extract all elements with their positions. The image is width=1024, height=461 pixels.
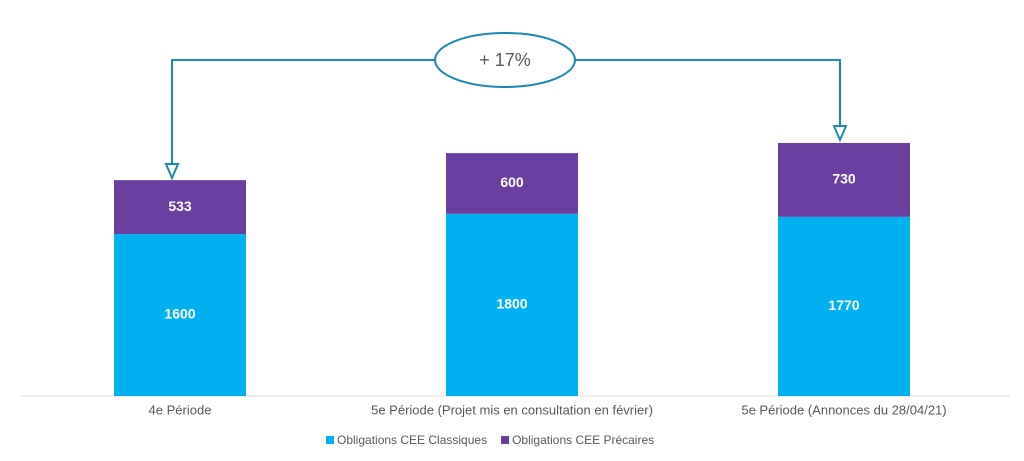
value-label: 1600 bbox=[164, 306, 195, 322]
value-label: 600 bbox=[500, 174, 524, 190]
x-tick-label: 5e Période (Projet mis en consultation e… bbox=[371, 402, 653, 417]
bar-segment bbox=[778, 216, 910, 396]
value-label: 1800 bbox=[496, 296, 527, 312]
value-label: 730 bbox=[832, 171, 856, 187]
legend-label: Obligations CEE Précaires bbox=[512, 433, 654, 447]
bar-segment bbox=[114, 180, 246, 235]
bar-segment bbox=[114, 234, 246, 396]
annotation-ellipse bbox=[434, 32, 576, 88]
x-tick-label: 5e Période (Annonces du 28/04/21) bbox=[741, 402, 946, 417]
arrow-head bbox=[832, 125, 848, 143]
bar-segment bbox=[446, 153, 578, 214]
value-label: 533 bbox=[168, 198, 192, 214]
arrow bbox=[575, 59, 841, 128]
bar-segment bbox=[778, 143, 910, 217]
legend-swatch bbox=[501, 436, 510, 444]
arrow-head bbox=[164, 163, 180, 181]
bar-segment bbox=[446, 213, 578, 396]
annotation bbox=[164, 32, 848, 181]
arrow bbox=[171, 59, 435, 166]
value-label: 1770 bbox=[828, 297, 859, 313]
annotation-text: + 17% bbox=[479, 50, 531, 70]
x-tick-label: 4e Période bbox=[149, 402, 212, 417]
legend-label: Obligations CEE Classiques bbox=[337, 433, 487, 447]
legend-swatch bbox=[326, 436, 334, 444]
